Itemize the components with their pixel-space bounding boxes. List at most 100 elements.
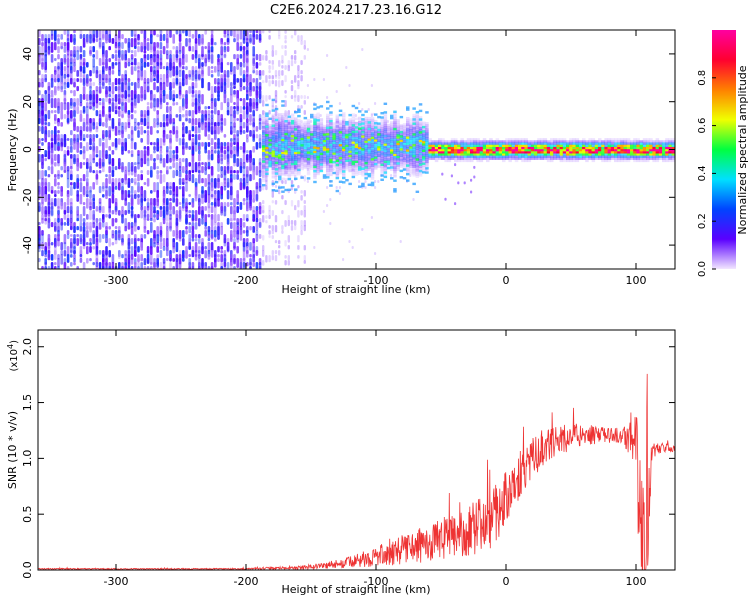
- spectrogram-cell: [47, 266, 51, 269]
- spectrogram-cell: [594, 151, 599, 154]
- spectrogram-cell: [41, 98, 44, 108]
- spectrogram-cell: [159, 206, 163, 210]
- spectrogram-cell: [585, 157, 589, 160]
- spectrogram-cell: [422, 143, 426, 146]
- spectrogram-cell: [303, 138, 308, 141]
- spectrogram-cell: [460, 159, 464, 163]
- spectrogram-cell: [354, 137, 359, 140]
- spectrogram-cell: [300, 137, 304, 141]
- spectrogram-cell: [633, 138, 637, 141]
- spectrogram-cell: [66, 230, 70, 235]
- spectrogram-cell: [303, 140, 308, 143]
- spectrogram-cell: [610, 157, 615, 160]
- spectrogram-cell: [242, 222, 246, 228]
- spectrogram-cell: [415, 171, 420, 174]
- spectrogram-cell: [127, 42, 131, 53]
- spectrogram-cell: [345, 138, 349, 141]
- spectrogram-cell: [297, 147, 301, 150]
- spectrogram-cell: [239, 86, 243, 92]
- spectrogram-cell: [345, 168, 349, 171]
- spectrogram-cell: [102, 82, 105, 90]
- spectrogram-cell: [102, 218, 105, 223]
- spectrogram-cell: [524, 151, 528, 154]
- spectrogram-cell: [521, 140, 525, 143]
- spectrogram-cell: [265, 123, 269, 126]
- spectrogram-cell: [326, 126, 330, 129]
- spectrogram-cell: [79, 34, 83, 39]
- spectrogram-cell: [44, 114, 47, 122]
- spectrogram-cell: [258, 90, 262, 100]
- spectrogram-cell: [60, 74, 63, 84]
- spectrogram-cell: [76, 78, 79, 83]
- spectrogram-cell: [390, 138, 394, 141]
- spectrogram-cell: [434, 157, 439, 160]
- spectrogram-cell: [306, 147, 311, 150]
- spectrogram-cell: [511, 142, 516, 145]
- spectrogram-cell: [313, 114, 317, 117]
- spectrogram-cell: [358, 125, 362, 128]
- spectrogram-cell: [156, 246, 159, 253]
- spectrogram-cell: [614, 144, 618, 147]
- spectrogram-cell: [486, 159, 490, 163]
- spectrogram-cell: [489, 146, 493, 150]
- spectrogram-cell: [236, 30, 239, 41]
- spectrogram-cell: [156, 146, 159, 152]
- spectrogram-cell: [76, 70, 79, 77]
- spectrogram-cell: [530, 142, 535, 145]
- spectrogram-cell: [294, 164, 298, 168]
- spectrogram-cell: [556, 140, 560, 143]
- spectrogram-cell: [175, 114, 179, 118]
- spectrogram-cell: [92, 170, 95, 174]
- spectrogram-cell: [316, 136, 320, 139]
- spectrogram-cell: [479, 151, 484, 154]
- spectrogram-cell: [319, 167, 324, 170]
- spectrogram-cell: [306, 160, 311, 163]
- spectrogram-cell: [409, 167, 413, 171]
- spectrogram-cell: [246, 214, 249, 220]
- spectrogram-cell: [172, 46, 175, 50]
- spectrogram-cell: [102, 166, 105, 173]
- spectrogram-cell: [278, 30, 281, 37]
- colorbar-tick-label: 0.4: [697, 165, 708, 181]
- spectrogram-y-tick-label: 40: [21, 47, 34, 61]
- spectrogram-cell: [434, 144, 439, 147]
- spectrogram-cell: [364, 164, 368, 167]
- spectrogram-cell: [642, 155, 647, 158]
- spectrogram-cell: [287, 245, 290, 250]
- spectrogram-cell: [399, 161, 404, 164]
- spectrogram-cell: [214, 206, 217, 215]
- spectrogram-cell: [182, 54, 185, 60]
- spectrogram-cell: [226, 102, 230, 107]
- spectrogram-cell: [546, 153, 551, 156]
- spectrogram-cell: [281, 115, 285, 118]
- spectrogram-cell: [300, 230, 303, 236]
- spectrogram-cell: [370, 128, 375, 131]
- spectrogram-cell: [444, 140, 448, 143]
- spectrogram-cell: [335, 133, 340, 137]
- spectrogram-cell: [121, 50, 124, 61]
- spectrogram-cell: [44, 170, 47, 177]
- spectrogram-cell: [540, 142, 544, 145]
- spectrogram-cell: [338, 154, 343, 158]
- spectrogram-cell: [329, 143, 333, 146]
- spectrogram-cell: [38, 206, 41, 213]
- spectrogram-cell: [425, 139, 429, 142]
- spectrogram-cell: [351, 160, 356, 164]
- spectrogram-cell: [73, 122, 76, 132]
- spectrogram-cell: [271, 113, 276, 117]
- spectrogram-cell: [582, 140, 586, 143]
- spectrogram-cell: [425, 147, 429, 151]
- spectrogram-cell: [329, 141, 333, 144]
- spectrogram-cell: [198, 218, 201, 227]
- spectrogram-cell: [175, 194, 179, 198]
- spectrogram-cell: [326, 158, 330, 162]
- spectrogram-cell: [284, 117, 288, 121]
- spectrogram-cell: [367, 121, 372, 124]
- spectrogram-cell: [44, 250, 47, 255]
- spectrogram-cell: [463, 142, 468, 145]
- spectrogram-cell: [358, 138, 362, 141]
- spectrogram-y-tick-label: -20: [21, 188, 34, 206]
- spectrogram-cell: [239, 98, 243, 102]
- spectrogram-cell: [319, 131, 324, 134]
- spectrogram-cell: [57, 66, 60, 70]
